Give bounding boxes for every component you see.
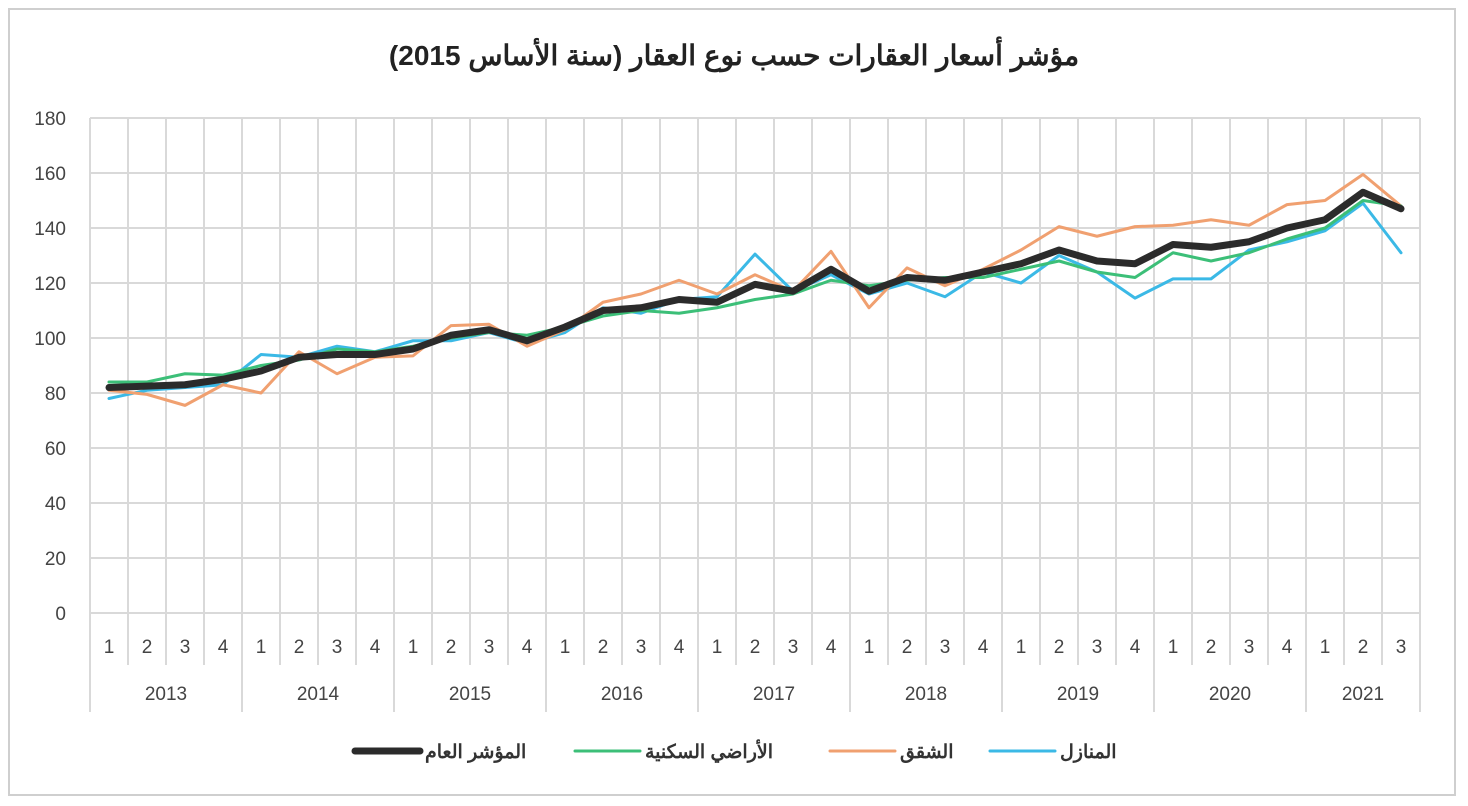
y-tick-label: 140 [34, 219, 66, 240]
x-tick-quarter: 2 [750, 637, 761, 658]
x-tick-quarter: 4 [218, 637, 229, 658]
x-tick-year: 2021 [1342, 684, 1384, 705]
x-tick-quarter: 3 [940, 637, 951, 658]
y-tick-label: 100 [34, 329, 66, 350]
x-tick-quarter: 1 [104, 637, 115, 658]
x-tick-quarter: 3 [788, 637, 799, 658]
x-tick-quarter: 1 [560, 637, 571, 658]
x-tick-year: 2020 [1209, 684, 1251, 705]
chart-frame [8, 8, 1456, 796]
x-tick-quarter: 2 [446, 637, 457, 658]
y-tick-label: 20 [45, 549, 66, 570]
y-tick-label: 120 [34, 274, 66, 295]
x-tick-year: 2013 [145, 684, 187, 705]
x-tick-quarter: 1 [1168, 637, 1179, 658]
y-tick-label: 60 [45, 439, 66, 460]
x-tick-quarter: 1 [256, 637, 267, 658]
x-tick-year: 2017 [753, 684, 795, 705]
x-tick-quarter: 3 [1092, 637, 1103, 658]
x-tick-year: 2016 [601, 684, 643, 705]
x-tick-quarter: 1 [712, 637, 723, 658]
y-tick-label: 0 [55, 604, 66, 625]
x-tick-quarter: 2 [1054, 637, 1065, 658]
x-tick-quarter: 2 [1358, 637, 1369, 658]
x-tick-quarter: 3 [636, 637, 647, 658]
x-tick-quarter: 1 [1320, 637, 1331, 658]
legend-label: المنازل [1060, 742, 1117, 763]
legend-label: المؤشر العام [425, 742, 526, 763]
x-tick-quarter: 3 [1244, 637, 1255, 658]
x-tick-quarter: 2 [142, 637, 153, 658]
x-tick-quarter: 4 [1282, 637, 1293, 658]
x-tick-quarter: 2 [294, 637, 305, 658]
y-tick-label: 80 [45, 384, 66, 405]
legend-label: الشقق [900, 742, 953, 763]
x-tick-quarter: 4 [370, 637, 381, 658]
y-tick-label: 40 [45, 494, 66, 515]
x-tick-quarter: 2 [1206, 637, 1217, 658]
x-tick-quarter: 1 [1016, 637, 1027, 658]
x-tick-quarter: 4 [522, 637, 533, 658]
legend-item: الشقق [828, 742, 953, 763]
legend-item: الأراضي السكنية [573, 739, 773, 764]
x-tick-quarter: 4 [826, 637, 837, 658]
x-tick-year: 2019 [1057, 684, 1099, 705]
series-line-1 [107, 172, 1403, 407]
legend-label: الأراضي السكنية [645, 739, 773, 764]
x-tick-year: 2014 [297, 684, 340, 705]
x-tick-quarter: 3 [180, 637, 191, 658]
x-tick-quarter: 3 [332, 637, 343, 658]
y-tick-label: 180 [34, 109, 66, 130]
x-tick-quarter: 2 [598, 637, 609, 658]
legend-item: المؤشر العام [351, 742, 526, 763]
x-tick-quarter: 3 [484, 637, 495, 658]
x-tick-quarter: 1 [408, 637, 419, 658]
x-tick-quarter: 3 [1396, 637, 1407, 658]
x-tick-quarter: 1 [864, 637, 875, 658]
x-tick-year: 2018 [905, 684, 947, 705]
y-tick-label: 160 [34, 164, 66, 185]
x-tick-quarter: 4 [674, 637, 685, 658]
x-tick-quarter: 4 [1130, 637, 1141, 658]
x-tick-quarter: 2 [902, 637, 913, 658]
legend-item: المنازل [988, 742, 1117, 763]
x-tick-quarter: 4 [978, 637, 989, 658]
x-tick-year: 2015 [449, 684, 491, 705]
chart-title: مؤشر أسعار العقارات حسب نوع العقار (سنة … [389, 37, 1079, 73]
